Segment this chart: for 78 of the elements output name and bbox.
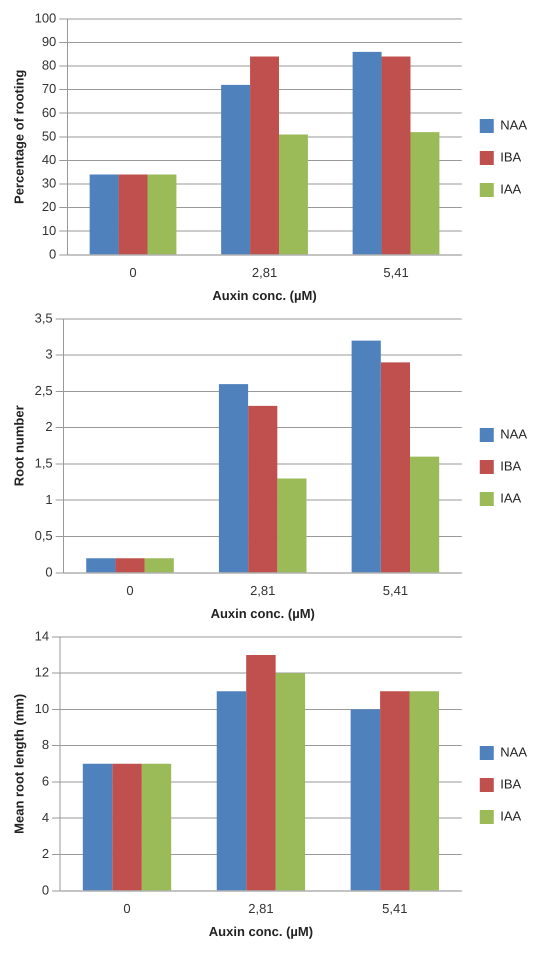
y-tick-label: 0,5 — [34, 528, 53, 544]
bar — [278, 134, 308, 254]
y-tick-label: 50 — [42, 128, 56, 144]
y-tick-label: 90 — [42, 34, 56, 49]
y-tick-label: 30 — [42, 176, 56, 191]
legend-label: IBA — [500, 458, 522, 474]
bar — [276, 673, 306, 890]
legend-label: NAA — [500, 744, 528, 760]
bar — [380, 691, 410, 890]
y-tick-label: 40 — [42, 152, 56, 167]
y-tick-label: 1 — [45, 492, 53, 507]
y-tick-label: 2 — [45, 419, 53, 434]
bar — [352, 52, 382, 254]
x-tick-label: 5,41 — [382, 583, 408, 598]
bar — [112, 764, 142, 890]
bar — [86, 558, 116, 572]
x-tick-label: 2,81 — [250, 583, 276, 598]
bar — [350, 709, 380, 890]
y-tick-label: 0 — [42, 882, 50, 898]
bar — [148, 174, 176, 254]
bar — [221, 84, 250, 254]
x-axis-title: Auxin conc. (µM) — [208, 924, 314, 939]
y-tick-label: 3 — [45, 346, 53, 362]
x-axis-title: Auxin conc. (µM) — [210, 606, 315, 621]
y-tick-label: 0 — [45, 564, 53, 580]
bar — [82, 764, 112, 890]
y-tick-label: 0 — [49, 246, 56, 262]
x-tick-label: 5,41 — [383, 265, 409, 280]
x-tick-label: 0 — [129, 265, 137, 280]
y-tick-label: 80 — [42, 58, 56, 73]
legend-label: NAA — [500, 118, 528, 133]
legend-label: IAA — [500, 182, 522, 197]
x-axis-title: Auxin conc. (µM) — [212, 288, 317, 303]
y-tick-label: 70 — [42, 81, 56, 96]
y-tick-label: 4 — [42, 810, 50, 825]
x-tick-label: 0 — [126, 583, 134, 598]
legend-label: NAA — [500, 426, 528, 442]
legend-label: IAA — [500, 808, 522, 824]
y-axis-title: Percentage of rooting — [11, 70, 26, 204]
bar — [277, 478, 307, 572]
y-tick-label: 14 — [34, 628, 50, 644]
bar — [250, 56, 279, 254]
y-tick-label: 2,5 — [34, 382, 53, 398]
y-tick-label: 12 — [34, 664, 50, 680]
bar — [246, 654, 276, 890]
bar — [382, 56, 410, 254]
x-tick-label: 2,81 — [252, 265, 278, 280]
y-tick-label: 100 — [34, 10, 56, 26]
bar — [410, 456, 440, 572]
y-axis-title: Root number — [11, 405, 26, 486]
y-tick-label: 3,5 — [34, 310, 53, 326]
y-tick-label: 6 — [42, 774, 50, 789]
x-tick-label: 2,81 — [248, 901, 274, 916]
bar — [118, 174, 148, 254]
x-tick-label: 0 — [123, 901, 131, 916]
y-tick-label: 8 — [42, 737, 50, 752]
legend-label: IBA — [500, 150, 522, 165]
x-tick-label: 5,41 — [382, 901, 408, 916]
legend-label: IAA — [500, 490, 522, 506]
bar — [216, 691, 246, 890]
bar — [410, 691, 440, 890]
bar — [248, 406, 278, 572]
bar — [90, 174, 119, 254]
y-tick-label: 10 — [34, 700, 50, 716]
y-tick-label: 2 — [42, 846, 50, 862]
bar — [142, 764, 172, 890]
y-tick-label: 60 — [42, 104, 56, 120]
y-tick-label: 1,5 — [34, 456, 53, 471]
bar — [380, 362, 410, 572]
y-tick-label: 10 — [42, 222, 56, 238]
bar — [218, 384, 248, 572]
y-axis-title: Mean root length (mm) — [11, 694, 26, 834]
bar — [115, 558, 145, 572]
y-tick-label: 20 — [42, 199, 56, 214]
bar — [410, 132, 440, 254]
legend-label: IBA — [500, 776, 522, 792]
bar — [144, 558, 174, 572]
bar — [352, 340, 381, 572]
